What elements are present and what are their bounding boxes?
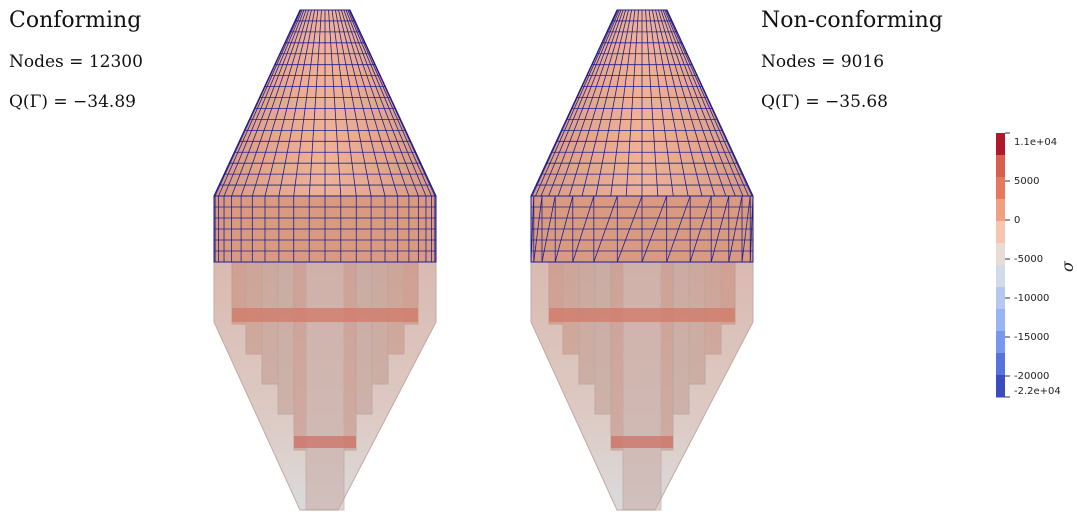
mesh-line <box>264 9 312 197</box>
mesh-line <box>662 9 736 197</box>
colorbar-min-label: -2.2e+04 <box>1014 386 1061 397</box>
mesh-line <box>213 9 301 197</box>
mesh-line <box>648 9 674 197</box>
colorbar-segment <box>996 133 1005 156</box>
mesh-line <box>223 9 303 197</box>
mesh-line <box>345 9 419 197</box>
mesh-line <box>664 9 744 197</box>
mesh-line <box>728 195 743 263</box>
mesh-line <box>665 9 749 197</box>
colorbar-segment <box>996 177 1005 200</box>
mesh-line <box>548 9 622 197</box>
mesh-line <box>616 195 643 263</box>
colorbar-segment <box>996 331 1005 354</box>
mesh-line <box>293 9 319 197</box>
mesh-line <box>240 9 307 197</box>
mesh-line <box>595 9 633 197</box>
mesh-line <box>572 195 595 263</box>
mesh-line <box>535 9 619 197</box>
colorbar-segment <box>996 309 1005 332</box>
mesh-line <box>657 9 716 197</box>
colorbar <box>996 132 1010 398</box>
mesh-line <box>540 9 620 197</box>
mesh-line <box>278 9 316 197</box>
mesh-line <box>641 195 668 263</box>
conforming-model <box>213 9 437 511</box>
right-panel-quantity: Q(Γ) = −35.68 <box>761 92 888 112</box>
colorbar-segment <box>996 221 1005 244</box>
mesh-line <box>347 9 427 197</box>
mesh-line <box>340 9 399 197</box>
non-conforming-mesh <box>530 9 754 263</box>
mesh-line <box>645 9 659 197</box>
colorbar-segment <box>996 243 1005 266</box>
mesh-line <box>530 9 618 197</box>
colorbar-tick-label: -10000 <box>1014 293 1050 304</box>
left-panel-nodes: Nodes = 12300 <box>9 52 143 72</box>
mesh-line <box>710 195 730 263</box>
colorbar-segment <box>996 353 1005 376</box>
mesh-line <box>348 9 432 197</box>
colorbar-segment <box>996 265 1005 288</box>
mesh-line <box>557 9 624 197</box>
left-panel-quantity: Q(Γ) = −34.89 <box>9 92 136 112</box>
conforming-mesh <box>213 9 437 262</box>
mesh-line <box>251 9 310 197</box>
colorbar-tick-label: -5000 <box>1014 254 1044 265</box>
mesh-line <box>581 9 629 197</box>
colorbar-title: σ <box>1058 261 1077 272</box>
mesh-line <box>610 9 636 197</box>
mesh-line <box>328 9 342 197</box>
mesh-line <box>334 9 372 197</box>
mesh-line <box>593 195 618 263</box>
mesh-line <box>655 9 703 197</box>
colorbar-segment <box>996 375 1005 398</box>
mesh-line <box>331 9 357 197</box>
colorbar-max-label: 1.1e+04 <box>1014 137 1058 148</box>
mesh-line <box>625 9 639 197</box>
mesh-line <box>533 195 543 263</box>
right-panel-title: Non-conforming <box>761 8 943 33</box>
mesh-line <box>660 9 727 197</box>
mesh-line <box>231 9 305 197</box>
colorbar-segment <box>996 155 1005 178</box>
mesh-line <box>349 9 436 197</box>
colorbar-segment <box>996 199 1005 222</box>
mesh-line <box>343 9 410 197</box>
right-panel-nodes: Nodes = 9016 <box>761 52 885 72</box>
mesh-line <box>568 9 627 197</box>
mesh-line <box>749 195 754 263</box>
mesh-line <box>741 195 751 263</box>
mesh-line <box>651 9 689 197</box>
mesh-line <box>689 195 712 263</box>
non-conforming-model <box>530 9 754 511</box>
colorbar-tick-label: -20000 <box>1014 371 1050 382</box>
mesh-line <box>338 9 386 197</box>
colorbar-tick-label: 5000 <box>1014 176 1040 187</box>
mesh-line <box>666 9 753 197</box>
left-panel-title: Conforming <box>9 8 142 33</box>
colorbar-tick-label: 0 <box>1014 215 1021 226</box>
colorbar-tick-label: -15000 <box>1014 332 1050 343</box>
mesh-line <box>541 195 556 263</box>
mesh-line <box>530 195 535 263</box>
colorbar-segment <box>996 287 1005 310</box>
mesh-line <box>308 9 322 197</box>
mesh-line <box>666 195 691 263</box>
non-conforming-inner-stages <box>548 261 736 511</box>
mesh-line <box>218 9 302 197</box>
mesh-line <box>554 195 574 263</box>
